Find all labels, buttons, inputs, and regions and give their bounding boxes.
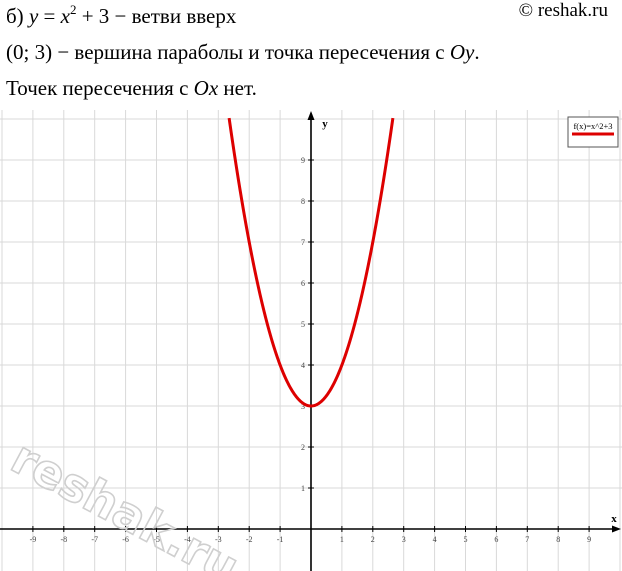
statement-line-1: б) y = x2 + 3 − ветви вверх	[6, 3, 236, 29]
x-tick-label: -3	[215, 535, 222, 544]
y-axis-arrow	[307, 111, 315, 120]
y-tick-label: 2	[301, 443, 305, 452]
x-tick-label: -8	[60, 535, 67, 544]
x-tick-label: -6	[122, 535, 129, 544]
statement-line-3: Точек пересечения с Ox нет.	[6, 75, 257, 101]
ticks: -9 -8 -7 -6 -5 -4 -3 -2 -1 1 2 3 4 5 6 7 8 9 1 2 3 4 5 6 7 8 9	[30, 156, 592, 544]
y-tick-label: 1	[301, 484, 305, 493]
axis-ox: Ox	[193, 76, 219, 100]
statement-line-2: (0; 3) − вершина параболы и точка пересе…	[6, 39, 480, 65]
x-tick-label: -7	[91, 535, 98, 544]
x-axis-arrow	[612, 525, 621, 533]
y-tick-label: 9	[301, 156, 305, 165]
exponent: 2	[69, 2, 77, 17]
var-y: y	[28, 4, 39, 28]
x-tick-label: 3	[402, 535, 406, 544]
x-tick-label: -9	[30, 535, 37, 544]
x-tick-label: -2	[246, 535, 253, 544]
line3-end: нет.	[218, 76, 257, 100]
x-tick-label: 5	[464, 535, 468, 544]
legend: f(x)=x^2+3	[567, 116, 619, 148]
x-tick-label: 1	[340, 535, 344, 544]
x-tick-label: 7	[525, 535, 529, 544]
line2-middle: − вершина параболы и точка пересечения с	[52, 40, 450, 64]
x-tick-label: 9	[587, 535, 591, 544]
y-tick-label: 3	[301, 402, 305, 411]
y-tick-label: 4	[301, 361, 305, 370]
y-tick-label: 8	[301, 197, 305, 206]
series	[227, 117, 395, 408]
axis-oy: Oy	[449, 40, 475, 64]
x-tick-label: -4	[184, 535, 191, 544]
x-tick-label: 8	[556, 535, 560, 544]
item-prefix: б)	[6, 4, 29, 28]
equals-sign: =	[38, 4, 61, 28]
var-x: x	[60, 4, 70, 28]
parabola-curve	[227, 117, 395, 408]
y-tick-label: 7	[301, 238, 305, 247]
y-axis-label: y	[322, 118, 328, 130]
legend-box	[567, 116, 619, 148]
y-tick-label: 5	[301, 320, 305, 329]
line1-rest: + 3 − ветви вверх	[76, 4, 237, 28]
x-axis-label: x	[611, 513, 617, 525]
x-tick-label: 2	[371, 535, 375, 544]
x-tick-label: -5	[153, 535, 160, 544]
legend-label: f(x)=x^2+3	[573, 121, 612, 131]
x-tick-label: -1	[277, 535, 284, 544]
vertex-point: (0; 3)	[6, 40, 53, 64]
x-tick-label: 6	[494, 535, 498, 544]
line2-end: .	[474, 40, 480, 64]
y-tick-label: 6	[301, 279, 305, 288]
x-tick-label: 4	[433, 535, 437, 544]
axes: xy	[0, 111, 621, 571]
copyright-notice: © reshak.ru	[518, 0, 608, 21]
line3-start: Точек пересечения с	[6, 76, 194, 100]
